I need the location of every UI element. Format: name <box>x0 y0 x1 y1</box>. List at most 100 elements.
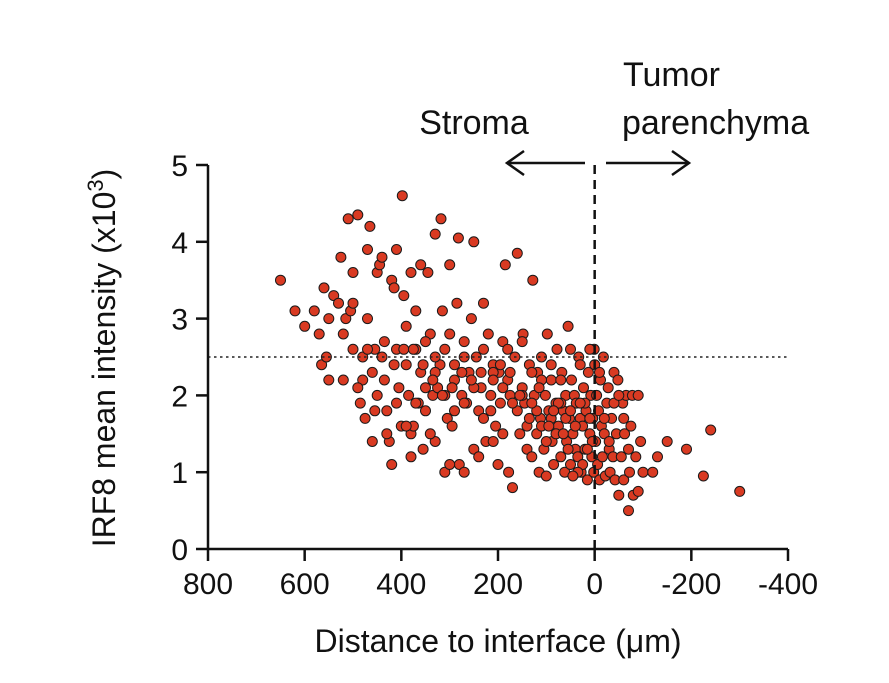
data-point <box>388 282 400 294</box>
y-tick-label: 5 <box>171 150 188 183</box>
data-point <box>548 405 560 417</box>
y-ticks: 0 1 2 3 4 5 <box>171 150 208 567</box>
data-point <box>582 366 594 378</box>
data-point <box>572 451 584 463</box>
x-tick-label: 600 <box>280 568 330 601</box>
data-point <box>439 466 451 478</box>
data-point <box>604 466 616 478</box>
y-tick-label: 2 <box>171 380 188 413</box>
stroma-label: Stroma <box>419 104 529 142</box>
data-point <box>439 343 451 355</box>
tumor-label-line2: parenchyma <box>622 104 809 142</box>
data-point <box>337 374 349 386</box>
data-point <box>468 236 480 248</box>
data-point <box>323 313 335 325</box>
data-point <box>417 443 429 455</box>
data-point <box>482 328 494 340</box>
y-tick-label: 4 <box>171 227 188 260</box>
data-point <box>468 443 480 455</box>
data-point <box>541 328 553 340</box>
data-point <box>347 297 359 309</box>
data-point <box>352 382 364 394</box>
data-point <box>470 351 482 363</box>
data-point <box>427 374 439 386</box>
data-point <box>473 451 485 463</box>
data-point <box>531 405 543 417</box>
data-point <box>415 259 427 271</box>
data-point <box>337 328 349 340</box>
data-point <box>446 420 458 432</box>
data-point <box>623 505 634 517</box>
data-point <box>465 374 477 386</box>
data-point <box>584 343 596 355</box>
x-tick-label: 0 <box>586 568 603 601</box>
data-point <box>313 328 325 340</box>
data-point <box>681 443 692 455</box>
data-point <box>398 343 410 355</box>
data-point <box>533 382 545 394</box>
data-point <box>391 244 402 255</box>
data-point <box>478 343 489 355</box>
data-point <box>420 382 431 394</box>
data-point <box>487 436 499 447</box>
y-axis-title-close: ) <box>86 169 122 180</box>
data-point <box>555 374 567 386</box>
data-point <box>603 436 615 447</box>
data-point <box>400 359 412 371</box>
data-point <box>429 228 441 240</box>
data-point <box>391 397 402 409</box>
tumor-arrow <box>606 149 692 177</box>
data-point <box>581 443 593 455</box>
data-point <box>490 420 502 432</box>
data-point <box>451 297 463 309</box>
data-point <box>503 466 515 478</box>
data-point <box>632 389 644 401</box>
data-point <box>618 474 630 486</box>
data-point <box>354 397 366 409</box>
data-point <box>545 359 557 371</box>
x-tick-label: 400 <box>376 568 426 601</box>
data-point <box>697 470 709 482</box>
data-point <box>613 489 625 501</box>
data-point <box>567 470 579 482</box>
data-point <box>531 428 543 440</box>
data-point <box>594 366 605 378</box>
data-point <box>308 305 320 317</box>
data-point <box>487 374 499 386</box>
data-point <box>566 374 577 386</box>
data-point <box>494 359 506 371</box>
data-point <box>432 382 444 394</box>
data-point <box>630 451 642 463</box>
data-point <box>396 190 408 202</box>
data-point <box>612 374 624 386</box>
data-point <box>497 428 509 440</box>
data-point <box>527 274 539 286</box>
data-point <box>565 405 576 417</box>
data-point <box>581 474 593 486</box>
data-point <box>540 470 552 482</box>
data-point <box>497 382 509 394</box>
data-point <box>485 405 497 417</box>
data-point <box>400 420 412 432</box>
data-point <box>557 428 569 440</box>
x-axis-title: Distance to interface (μm) <box>315 623 682 659</box>
data-point <box>386 459 398 470</box>
data-point <box>632 485 644 497</box>
data-point <box>407 343 419 355</box>
data-point <box>444 259 456 271</box>
data-point <box>504 366 516 378</box>
data-point <box>624 466 635 478</box>
data-point <box>410 397 422 409</box>
data-point <box>362 343 373 355</box>
data-point <box>652 451 663 463</box>
data-point <box>403 389 415 401</box>
data-point <box>635 436 647 447</box>
data-point <box>523 412 535 424</box>
data-point <box>494 397 506 409</box>
data-point <box>342 213 354 225</box>
data-point <box>364 220 376 232</box>
data-point <box>362 313 373 325</box>
data-point <box>608 397 620 409</box>
data-point <box>526 397 538 409</box>
y-tick-label: 3 <box>171 304 188 337</box>
